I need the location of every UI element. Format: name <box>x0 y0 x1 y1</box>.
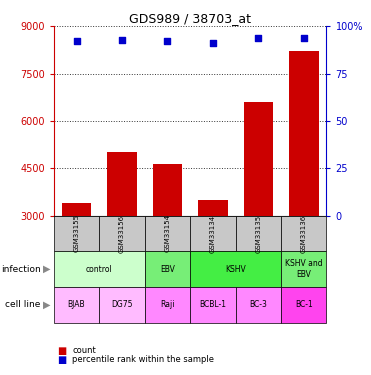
Point <box>119 36 125 42</box>
Text: BC-3: BC-3 <box>249 300 267 309</box>
Text: GSM33154: GSM33154 <box>164 214 170 252</box>
Text: BJAB: BJAB <box>68 300 85 309</box>
Point <box>255 34 261 40</box>
Text: cell line: cell line <box>6 300 41 309</box>
Text: control: control <box>86 265 113 274</box>
Text: BCBL-1: BCBL-1 <box>199 300 226 309</box>
Text: KSHV and
EBV: KSHV and EBV <box>285 260 322 279</box>
Bar <box>198 200 228 310</box>
Text: ■: ■ <box>58 355 67 365</box>
Text: EBV: EBV <box>160 265 175 274</box>
Text: GSM33134: GSM33134 <box>210 214 216 252</box>
Text: Raji: Raji <box>160 300 175 309</box>
Text: DG75: DG75 <box>111 300 133 309</box>
Text: ▶: ▶ <box>43 264 50 274</box>
Text: infection: infection <box>1 265 41 274</box>
Text: KSHV: KSHV <box>225 265 246 274</box>
Bar <box>152 164 182 310</box>
Text: ▶: ▶ <box>43 300 50 310</box>
Point <box>164 38 170 44</box>
Title: GDS989 / 38703_at: GDS989 / 38703_at <box>129 12 251 25</box>
Point <box>301 34 307 40</box>
Text: GSM33156: GSM33156 <box>119 214 125 252</box>
Bar <box>107 153 137 310</box>
Bar <box>289 51 319 310</box>
Text: BC-1: BC-1 <box>295 300 313 309</box>
Text: GSM33155: GSM33155 <box>73 214 79 252</box>
Bar <box>243 102 273 310</box>
Text: GSM33136: GSM33136 <box>301 214 307 253</box>
Point <box>73 38 79 44</box>
Text: percentile rank within the sample: percentile rank within the sample <box>72 356 214 364</box>
Point <box>210 40 216 46</box>
Text: count: count <box>72 346 96 355</box>
Bar <box>62 203 91 310</box>
Text: ■: ■ <box>58 346 67 355</box>
Text: GSM33135: GSM33135 <box>255 214 261 252</box>
